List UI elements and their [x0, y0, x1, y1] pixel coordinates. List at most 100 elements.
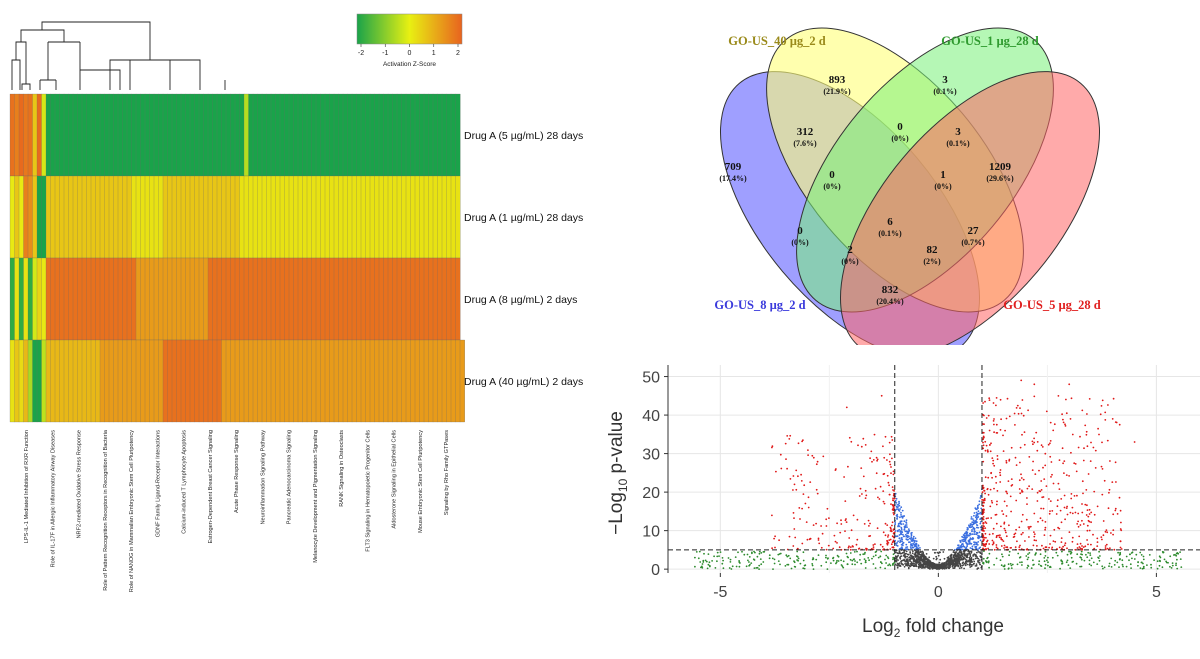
- data-point: [1064, 423, 1066, 426]
- data-point: [811, 564, 814, 567]
- data-point: [1079, 524, 1082, 526]
- data-point: [760, 563, 763, 566]
- heatmap-cell: [257, 175, 263, 259]
- data-point: [1115, 421, 1118, 424]
- colorbar-tick-label: -1: [382, 50, 388, 57]
- data-point: [1085, 430, 1088, 433]
- data-point: [1048, 498, 1050, 500]
- data-point: [1010, 446, 1013, 449]
- data-point: [749, 563, 751, 566]
- data-point: [797, 559, 799, 562]
- data-point: [1103, 566, 1106, 569]
- heatmap-cell: [446, 257, 452, 341]
- data-point: [1002, 513, 1005, 516]
- data-point: [844, 530, 846, 532]
- data-point: [1033, 437, 1035, 440]
- heatmap-cell: [81, 257, 87, 341]
- data-point: [1088, 398, 1091, 400]
- data-point: [899, 516, 901, 519]
- data-point: [931, 568, 934, 570]
- heatmap-row-label: Drug A (5 µg/mL) 28 days: [464, 130, 583, 142]
- data-point: [1044, 563, 1047, 566]
- heatmap-cell: [180, 93, 186, 177]
- data-point: [1135, 553, 1138, 556]
- heatmap-cell: [212, 339, 218, 423]
- data-point: [1062, 545, 1064, 548]
- heatmap-cell: [108, 175, 114, 259]
- data-point: [985, 548, 987, 550]
- heatmap-cell: [153, 175, 159, 259]
- data-point: [892, 497, 894, 500]
- data-point: [1014, 424, 1016, 426]
- data-point: [836, 542, 838, 544]
- data-point: [1018, 548, 1021, 551]
- heatmap-cell: [77, 339, 83, 423]
- data-point: [1006, 492, 1009, 495]
- data-point: [1018, 479, 1021, 482]
- data-point: [982, 557, 985, 560]
- data-point: [1077, 520, 1079, 523]
- data-point: [1005, 546, 1007, 549]
- heatmap-cell: [32, 175, 38, 259]
- data-point: [973, 519, 975, 522]
- heatmap-cell: [95, 93, 101, 177]
- heatmap-cell: [171, 257, 177, 341]
- data-point: [815, 488, 818, 491]
- heatmap-cell: [405, 257, 411, 341]
- heatmap-cell: [149, 93, 155, 177]
- data-point: [1049, 442, 1051, 445]
- data-point: [1073, 495, 1076, 497]
- data-point: [1020, 520, 1023, 523]
- data-point: [699, 561, 702, 563]
- data-point: [1026, 567, 1029, 569]
- data-point: [985, 543, 987, 546]
- heatmap-cell: [221, 339, 227, 423]
- data-point: [1021, 433, 1023, 436]
- data-point: [903, 559, 906, 562]
- data-point: [941, 562, 944, 564]
- data-point: [1009, 547, 1012, 549]
- data-point: [863, 553, 866, 555]
- heatmap-cell: [212, 93, 218, 177]
- data-point: [1049, 565, 1052, 568]
- heatmap-cell: [311, 93, 317, 177]
- heatmap-cell: [387, 175, 393, 259]
- heatmap-cell: [225, 257, 231, 341]
- data-point: [1050, 461, 1053, 463]
- data-point: [1169, 565, 1171, 568]
- data-point: [826, 568, 829, 570]
- data-point: [1028, 456, 1031, 458]
- data-point: [1036, 449, 1039, 452]
- heatmap-cell: [392, 175, 398, 259]
- data-point: [1114, 509, 1117, 512]
- data-point: [900, 523, 903, 526]
- heatmap-cell: [414, 339, 420, 423]
- data-point: [874, 551, 877, 553]
- data-point: [1085, 553, 1087, 556]
- colorbar-label: Activation Z-Score: [383, 61, 436, 68]
- data-point: [905, 538, 908, 540]
- data-point: [1102, 534, 1105, 537]
- heatmap-cell: [284, 257, 290, 341]
- dendrogram-branch: [11, 59, 21, 90]
- data-point: [903, 551, 905, 554]
- data-point: [898, 548, 901, 550]
- dendrogram-branch: [109, 30, 201, 90]
- data-point: [907, 530, 910, 533]
- data-point: [978, 500, 981, 503]
- data-point: [1156, 560, 1159, 563]
- venn-region-pct: (0.1%): [933, 87, 957, 96]
- venn-region-count: 27: [968, 225, 980, 237]
- data-point: [975, 533, 978, 536]
- data-point: [1098, 550, 1100, 553]
- data-point: [919, 555, 922, 558]
- data-point: [859, 553, 862, 556]
- data-point: [1071, 506, 1074, 509]
- heatmap-cell: [275, 175, 281, 259]
- data-point: [979, 555, 982, 558]
- heatmap-cell: [396, 257, 402, 341]
- data-point: [1086, 509, 1089, 511]
- data-point: [1010, 564, 1013, 567]
- points: [694, 379, 1183, 570]
- data-point: [780, 467, 783, 470]
